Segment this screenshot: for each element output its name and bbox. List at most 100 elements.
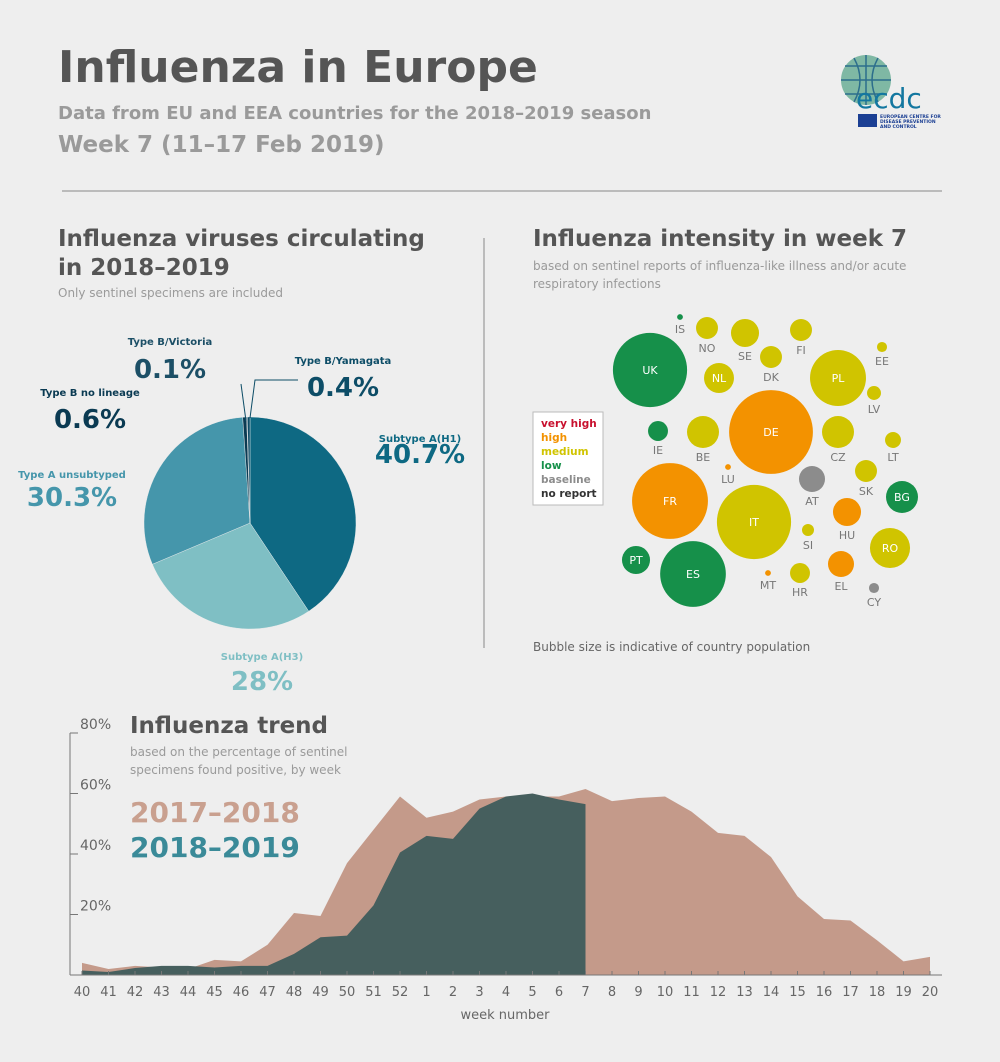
- x-tick-label: 52: [392, 985, 409, 1000]
- logo: ecdc EUROPEAN CENTRE FOR DISEASE PREVENT…: [841, 55, 941, 130]
- x-tick-label: 44: [180, 985, 197, 1000]
- x-tick-label: 45: [206, 985, 223, 1000]
- country-label: CY: [867, 596, 881, 609]
- area-series: [82, 793, 586, 975]
- section-subtitle: based on the percentage of sentinel: [130, 745, 347, 759]
- x-tick-label: 51: [365, 985, 382, 1000]
- country-bubble: [855, 460, 877, 482]
- x-tick-label: 10: [657, 985, 674, 1000]
- slice-value: 30.3%: [27, 483, 117, 513]
- x-tick-label: 49: [312, 985, 329, 1000]
- country-bubble: [704, 363, 734, 393]
- slice-name: Subtype A(H3): [221, 652, 303, 663]
- country-bubble: [765, 570, 771, 576]
- section-title: Influenza trend: [130, 713, 328, 739]
- x-tick-label: 1: [422, 985, 430, 1000]
- x-tick-label: 14: [763, 985, 780, 1000]
- x-tick-label: 47: [259, 985, 276, 1000]
- page-title: Influenza in Europe: [58, 42, 538, 93]
- slice-value: 40.7%: [375, 440, 465, 470]
- slice-value: 28%: [231, 667, 293, 697]
- country-bubble: [725, 464, 731, 470]
- slice-name: Type A unsubtyped: [18, 470, 126, 481]
- country-label: BE: [696, 451, 711, 464]
- country-label: IE: [653, 444, 663, 457]
- country-bubble: [867, 386, 881, 400]
- country-label: NO: [699, 342, 716, 355]
- section-title: in 2018–2019: [58, 255, 230, 281]
- x-tick-label: 40: [74, 985, 91, 1000]
- country-bubble: [790, 319, 812, 341]
- x-tick-label: 13: [736, 985, 753, 1000]
- logo-text: ecdc: [856, 82, 922, 115]
- country-label: PL: [832, 372, 846, 385]
- country-bubble: [790, 563, 810, 583]
- country-label: BG: [894, 491, 910, 504]
- section-subtitle: Only sentinel specimens are included: [58, 286, 283, 300]
- slice-value: 0.1%: [134, 355, 206, 385]
- country-label: LU: [721, 473, 735, 486]
- x-tick-label: 4: [502, 985, 510, 1000]
- country-bubble: [885, 480, 919, 514]
- x-tick-label: 16: [816, 985, 833, 1000]
- slice-name: Type B/Yamagata: [295, 356, 392, 367]
- page-subtitle: Data from EU and EEA countries for the 2…: [58, 103, 651, 124]
- leader-line: [240, 383, 247, 422]
- country-bubble: [632, 463, 708, 539]
- country-bubble: [869, 527, 911, 569]
- country-bubble: [868, 582, 880, 594]
- country-bubble: [716, 484, 792, 560]
- country-label: CZ: [830, 451, 846, 464]
- country-label: DE: [763, 426, 778, 439]
- x-tick-label: 7: [581, 985, 589, 1000]
- country-label: MT: [760, 579, 776, 592]
- x-tick-label: 3: [475, 985, 483, 1000]
- country-bubble: [696, 317, 718, 339]
- x-tick-label: 9: [634, 985, 642, 1000]
- section-subtitle: respiratory infections: [533, 277, 661, 291]
- country-bubble: [832, 497, 862, 527]
- x-tick-label: 8: [608, 985, 616, 1000]
- country-label: EL: [834, 580, 848, 593]
- logo-grid: [841, 55, 891, 105]
- country-bubble: [798, 465, 826, 493]
- legend-entry: 2018–2019: [130, 831, 300, 864]
- country-bubble: [612, 332, 688, 408]
- x-tick-label: 2: [449, 985, 457, 1000]
- section-title: Influenza intensity in week 7: [533, 226, 907, 252]
- y-tick-label: 80%: [80, 717, 111, 733]
- country-bubble: [686, 415, 720, 449]
- x-tick-label: 5: [528, 985, 536, 1000]
- country-label: ES: [686, 568, 700, 581]
- country-label: EE: [875, 355, 889, 368]
- country-label: NL: [712, 372, 727, 385]
- x-tick-label: 48: [286, 985, 303, 1000]
- country-label: RO: [882, 542, 899, 555]
- country-label: UK: [642, 364, 658, 377]
- logo-caption: DISEASE PREVENTION: [880, 119, 936, 125]
- country-bubble: [810, 350, 866, 406]
- country-bubble: [885, 432, 901, 448]
- x-tick-label: 20: [922, 985, 939, 1000]
- slice-name: Type B no lineage: [40, 388, 140, 399]
- legend-entry: very high: [541, 418, 597, 430]
- x-tick-label: 12: [710, 985, 727, 1000]
- legend-entry: low: [541, 460, 562, 472]
- logo-caption: AND CONTROL: [880, 124, 917, 130]
- country-bubble: [677, 314, 683, 320]
- slice-value: 0.6%: [54, 405, 126, 435]
- section-subtitle: based on sentinel reports of influenza-l…: [533, 259, 906, 273]
- x-tick-label: 17: [842, 985, 859, 1000]
- country-label: FI: [796, 344, 806, 357]
- country-label: LT: [887, 451, 899, 464]
- legend-box: [532, 411, 604, 506]
- country-label: SK: [859, 485, 874, 498]
- slice-name: Type B/Victoria: [128, 337, 213, 348]
- eu-flag: [858, 114, 877, 127]
- x-tick-label: 50: [339, 985, 356, 1000]
- slice-value: 0.4%: [307, 373, 379, 403]
- x-tick-label: 18: [869, 985, 886, 1000]
- x-tick-label: 15: [789, 985, 806, 1000]
- section-subtitle: specimens found positive, by week: [130, 763, 341, 777]
